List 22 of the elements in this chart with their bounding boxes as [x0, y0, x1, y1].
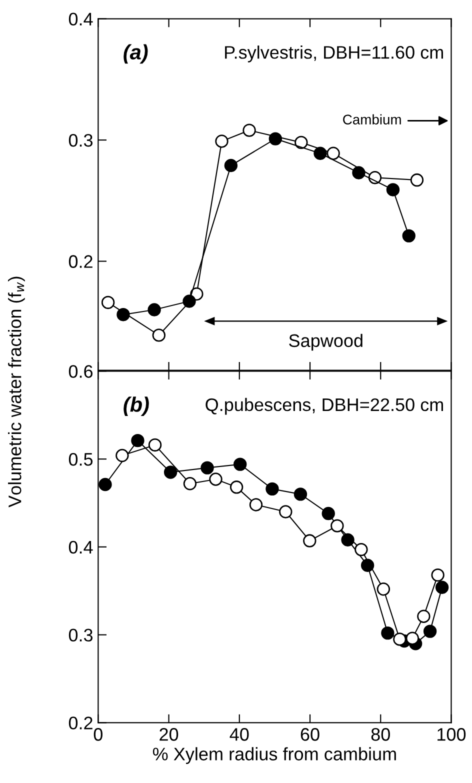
x-tick-label: 100	[438, 728, 466, 741]
y-tick-label: 0.6	[68, 365, 93, 378]
x-axis-title: % Xylem radius from cambium	[152, 747, 396, 764]
x-tick-label: 60	[300, 728, 320, 741]
x-tick-label: 0	[94, 728, 102, 741]
y-tick-label: 0.3	[68, 134, 93, 147]
text: Q.pubescens, DBH=22.50 cm	[206, 398, 443, 415]
annotation: Cambium	[343, 114, 401, 124]
y-tick-label: 0.3	[68, 628, 93, 642]
y-axis-title: Volumetric water fraction (f$_{w}$)	[8, 276, 25, 508]
annotation: (a)	[124, 44, 148, 64]
annotation: Sapwood	[289, 334, 362, 351]
y-tick-label: 0.5	[68, 452, 93, 466]
text: P.sylvestris, DBH=11.60 cm	[225, 46, 443, 62]
y-tick-label: 0.4	[68, 540, 93, 554]
x-tick-label: 80	[371, 728, 390, 741]
x-tick-label: 20	[160, 728, 178, 741]
y-tick-label: 0.2	[68, 255, 92, 268]
y-tick-label: 0.4	[68, 12, 93, 26]
y-tick-label: 0.2	[68, 716, 92, 730]
x-tick-label: 40	[230, 728, 249, 741]
annotation: (b)	[124, 396, 149, 416]
